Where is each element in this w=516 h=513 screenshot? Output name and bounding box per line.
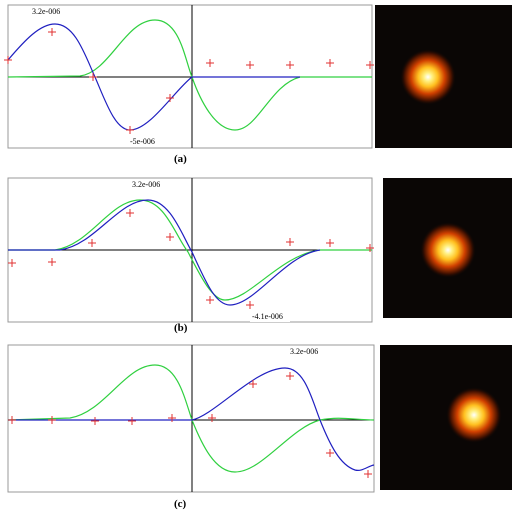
intensity-spot: [446, 387, 502, 443]
panel-c: 3.2e-006 (c): [8, 345, 512, 510]
intensity-spot: [400, 49, 456, 105]
annotation: 3.2e-006: [32, 7, 60, 16]
panel-label: (a): [174, 153, 187, 165]
annotation: 3.2e-006: [132, 180, 160, 189]
panel-a: 3.2e-006 -5e-006 (a): [4, 5, 512, 165]
annotation: -5e-006: [130, 137, 155, 146]
figure: 3.2e-006 -5e-006 (a) 3.2e-006 -4.1e-006 …: [0, 0, 516, 513]
intensity-spot: [420, 222, 476, 278]
annotation: -4.1e-006: [252, 312, 283, 321]
annotation: 3.2e-006: [290, 347, 318, 356]
panel-b: 3.2e-006 -4.1e-006 (b): [8, 178, 512, 334]
panel-label: (c): [174, 498, 187, 510]
page: 3.2e-006 -5e-006 (a) 3.2e-006 -4.1e-006 …: [0, 0, 516, 513]
panel-label: (b): [174, 322, 188, 334]
